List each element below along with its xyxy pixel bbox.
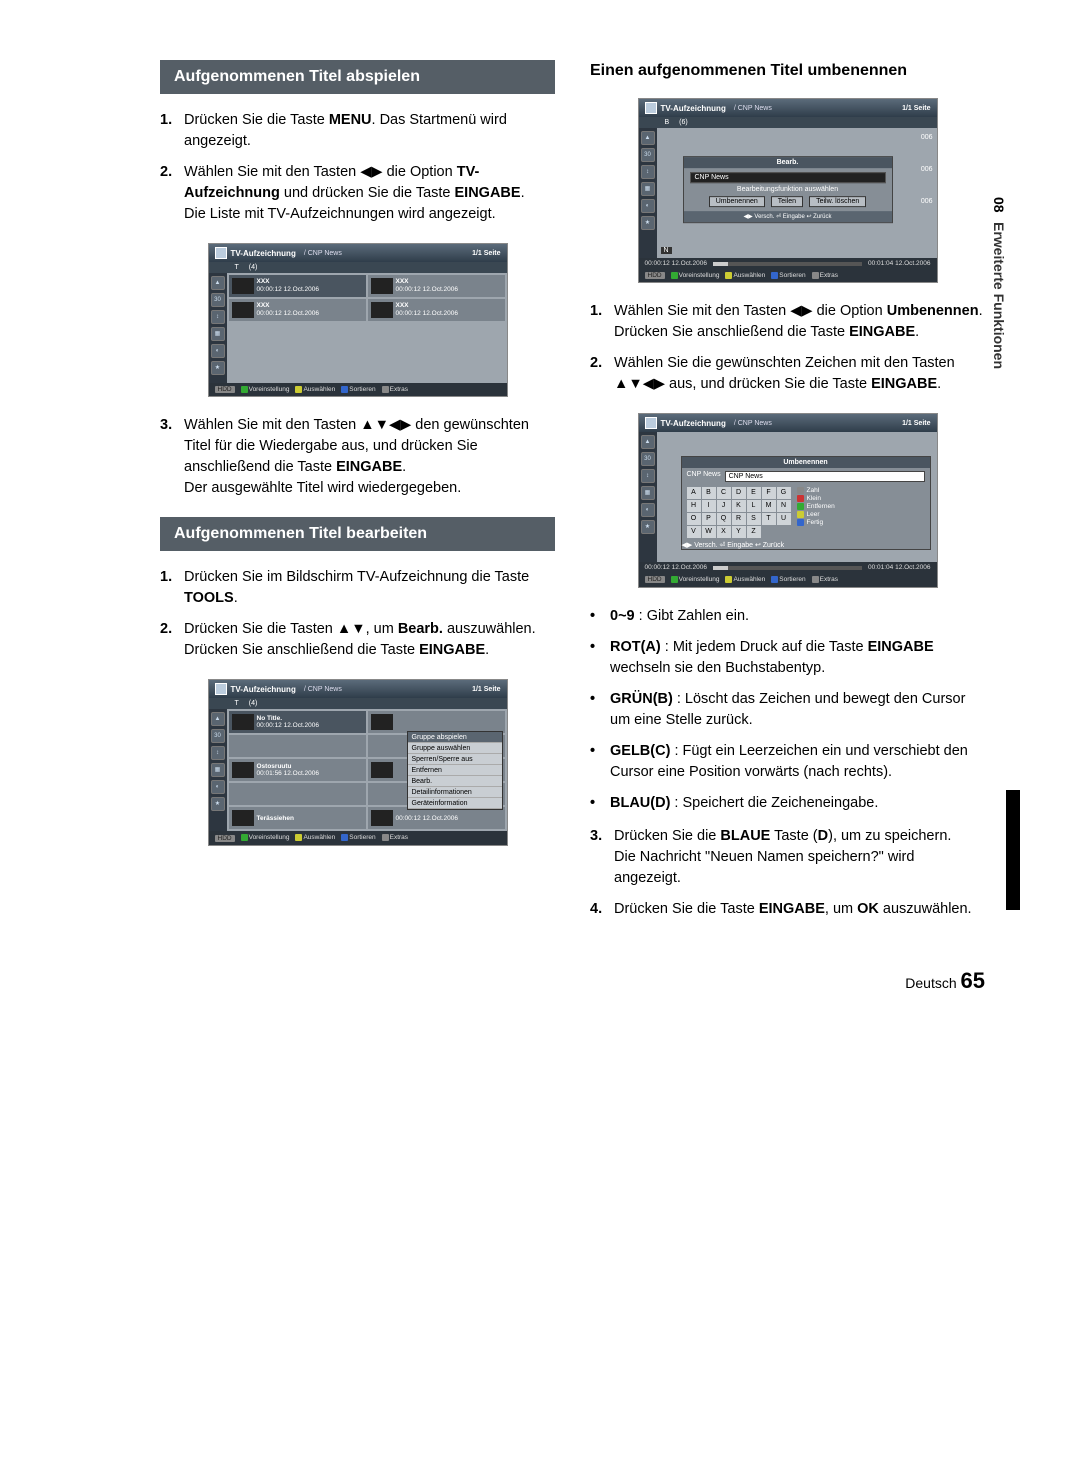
key-cell: K [732,500,746,512]
screenshot-tools-popup: TV-Aufzeichnung / CNP News 1/1 Seite T(4… [208,679,508,845]
step: Drücken Sie die Tasten ▲▼, um Bearb. aus… [184,619,555,661]
play-steps-1: Drücken Sie die Taste MENU. Das Startmen… [160,110,555,225]
partial-delete-button[interactable]: Teilw. löschen [809,196,866,207]
left-column: Aufgenommenen Titel abspielen Drücken Si… [160,60,555,938]
side-icon: ◐ [211,344,225,358]
key-cell: N [777,500,791,512]
key-cell: H [687,500,701,512]
side-icon: ▲ [211,276,225,290]
screenshot-recording-list: TV-Aufzeichnung / CNP News 1/1 Seite T(4… [208,243,508,397]
chapter-title: Erweiterte Funktionen [991,222,1007,369]
hdd-badge: HDD [215,386,235,393]
section-play-title: Aufgenommenen Titel abspielen [160,60,555,94]
key-cell: C [717,487,731,499]
chapter-number: 08 [991,197,1007,213]
key-cell: B [702,487,716,499]
key-cell: G [777,487,791,499]
right-column: Einen aufgenommenen Titel umbenennen TV-… [590,60,985,938]
step: Wählen Sie mit den Tasten ◀▶ die Option … [184,162,555,225]
screenshot-keyboard: TV-Aufzeichnung / CNP News 1/1 Seite ▲30… [638,413,938,587]
side-marker [1006,790,1020,910]
tv-icon [215,683,227,695]
section-rename-title: Einen aufgenommenen Titel umbenennen [590,60,985,90]
key-cell: W [702,526,716,538]
screenshot-edit-dialog: TV-Aufzeichnung / CNP News 1/1 Seite B(6… [638,98,938,283]
key-cell: A [687,487,701,499]
key-cell: Y [732,526,746,538]
tv-icon [215,247,227,259]
section-edit-title: Aufgenommenen Titel bearbeiten [160,517,555,551]
key-cell: T [762,513,776,525]
step: Drücken Sie die Taste MENU. Das Startmen… [184,110,555,152]
keyboard-dialog: Umbenennen CNP News CNP News ABCDEFGHIJK… [681,456,931,550]
rename-button[interactable]: Umbenennen [709,196,765,207]
side-icon: ★ [211,361,225,375]
key-cell: M [762,500,776,512]
key-cell: R [732,513,746,525]
side-icon: 30 [211,293,225,307]
edit-steps: Drücken Sie im Bildschirm TV-Aufzeichnun… [160,567,555,661]
key-cell: V [687,526,701,538]
side-icon: ▦ [211,327,225,341]
key-cell: U [777,513,791,525]
rename-steps-2: Drücken Sie die BLAUE Taste (D), um zu s… [590,826,985,920]
step: Drücken Sie die Taste EINGABE, um OK aus… [614,899,985,920]
key-cell: E [747,487,761,499]
keyboard-grid: ABCDEFG HIJKLMN OPQRSTU VWXYZ [687,487,791,538]
step: Drücken Sie im Bildschirm TV-Aufzeichnun… [184,567,555,609]
tools-popup: Gruppe abspielen Gruppe auswählen Sperre… [407,731,503,810]
key-cell: L [747,500,761,512]
key-cell: Z [747,526,761,538]
page-footer: Deutsch 65 [160,968,985,994]
edit-dialog: Bearb. CNP News Bearbeitungsfunktion aus… [683,156,893,223]
rename-steps-1: Wählen Sie mit den Tasten ◀▶ die Option … [590,301,985,395]
color-key-legend: 0~9 : Gibt Zahlen ein. ROT(A) : Mit jede… [590,606,985,814]
key-cell: Q [717,513,731,525]
play-steps-1b: Wählen Sie mit den Tasten ▲▼◀▶ den gewün… [160,415,555,499]
step: Drücken Sie die BLAUE Taste (D), um zu s… [614,826,985,889]
key-cell: X [717,526,731,538]
key-cell: F [762,487,776,499]
step: Wählen Sie mit den Tasten ▲▼◀▶ den gewün… [184,415,555,499]
step: Wählen Sie die gewünschten Zeichen mit d… [614,353,985,395]
step: Wählen Sie mit den Tasten ◀▶ die Option … [614,301,985,343]
key-cell: O [687,513,701,525]
side-tab: 08 Erweiterte Funktionen [991,197,1007,370]
key-cell: S [747,513,761,525]
key-cell: P [702,513,716,525]
key-cell: J [717,500,731,512]
side-icon: ↕ [211,310,225,324]
key-cell: D [732,487,746,499]
key-cell: I [702,500,716,512]
split-button[interactable]: Teilen [771,196,803,207]
